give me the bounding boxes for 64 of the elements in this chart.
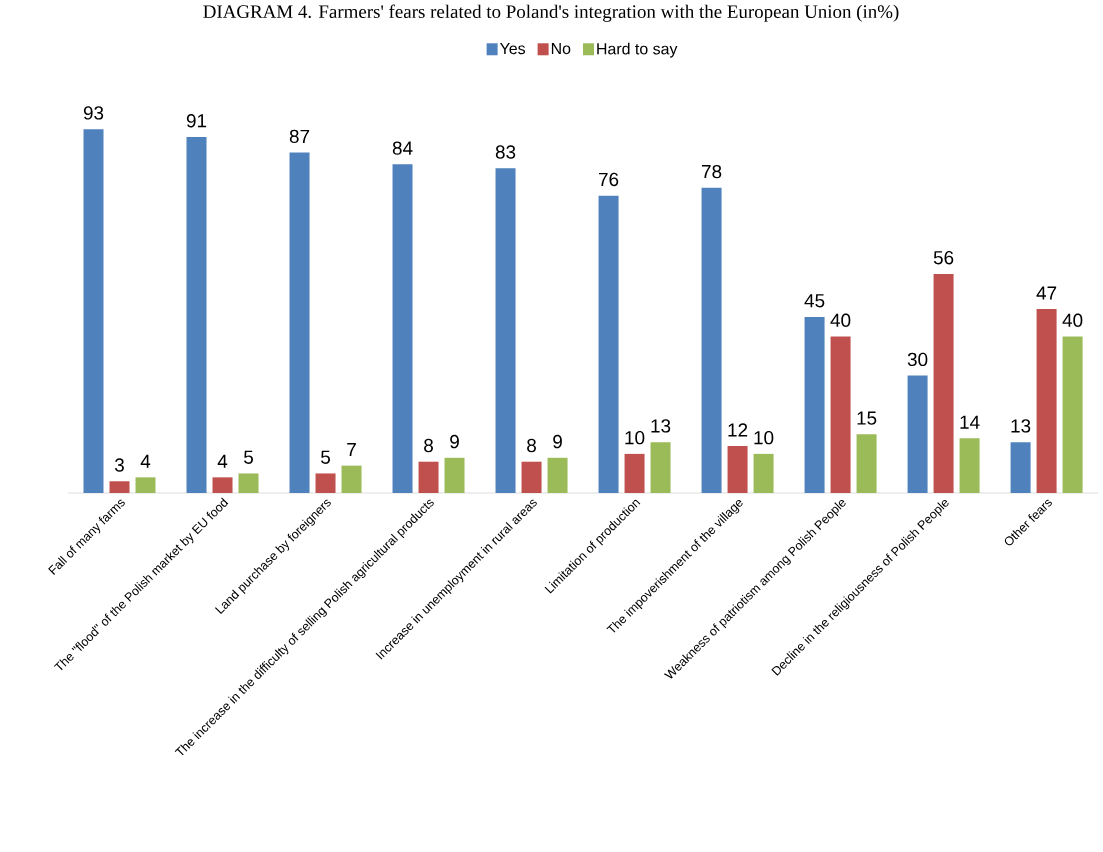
bar	[624, 453, 645, 493]
bar	[933, 273, 954, 493]
bar	[753, 453, 774, 493]
bar	[521, 461, 542, 493]
bar	[1062, 336, 1083, 493]
legend-label: Yes	[499, 43, 526, 55]
data-label: 13	[1011, 419, 1031, 433]
data-label: 83	[495, 145, 516, 159]
bar	[598, 195, 619, 493]
data-label: 8	[527, 438, 536, 453]
bar	[727, 446, 748, 493]
bar	[804, 316, 825, 493]
data-label: 4	[217, 454, 228, 468]
chart-title: DIAGRAM 4. Farmers' fears related to Poland's integration with the European Union (in%)	[203, 4, 899, 22]
data-label: 4	[140, 454, 151, 468]
data-label: 45	[804, 294, 825, 308]
data-label: 84	[392, 141, 413, 155]
data-label: 78	[702, 164, 722, 179]
data-label: 76	[598, 172, 619, 187]
bar	[547, 457, 568, 493]
bar	[495, 168, 516, 493]
bar	[392, 164, 413, 493]
data-label: 91	[186, 114, 207, 128]
bar	[418, 461, 439, 493]
bar	[315, 473, 336, 493]
bar	[907, 375, 928, 493]
bar	[289, 152, 310, 493]
bar	[959, 438, 980, 493]
data-label: 15	[857, 411, 877, 425]
data-label: 10	[754, 430, 774, 445]
bar	[341, 465, 362, 493]
bar	[444, 457, 465, 493]
data-label: 13	[651, 419, 671, 433]
data-label: 5	[244, 450, 253, 464]
bar	[701, 187, 722, 493]
data-label: 12	[728, 423, 748, 437]
data-label: 40	[830, 313, 851, 327]
bar	[830, 336, 851, 493]
bar	[109, 481, 130, 493]
data-label: 47	[1036, 286, 1057, 300]
data-label: 56	[933, 250, 954, 265]
bar	[212, 477, 233, 493]
data-label: 3	[114, 458, 124, 472]
bar	[238, 473, 259, 493]
legend-label: No	[551, 43, 571, 55]
data-label: 87	[289, 129, 310, 144]
bar	[1010, 442, 1031, 493]
data-label: 5	[321, 450, 330, 464]
data-label: 93	[83, 106, 104, 120]
data-label: 40	[1062, 313, 1083, 327]
bar	[135, 477, 156, 493]
data-label: 30	[907, 352, 928, 367]
bar	[1036, 309, 1057, 493]
legend-label: Hard to say	[597, 42, 678, 58]
data-label: 7	[347, 443, 356, 457]
data-label: 8	[424, 438, 433, 453]
bar	[856, 434, 877, 493]
data-label: 9	[450, 434, 459, 449]
data-label: 9	[553, 434, 562, 449]
bar	[186, 136, 207, 493]
bar	[83, 129, 104, 493]
bar	[650, 442, 671, 493]
data-label: 14	[960, 415, 980, 429]
data-label: 10	[625, 430, 645, 445]
